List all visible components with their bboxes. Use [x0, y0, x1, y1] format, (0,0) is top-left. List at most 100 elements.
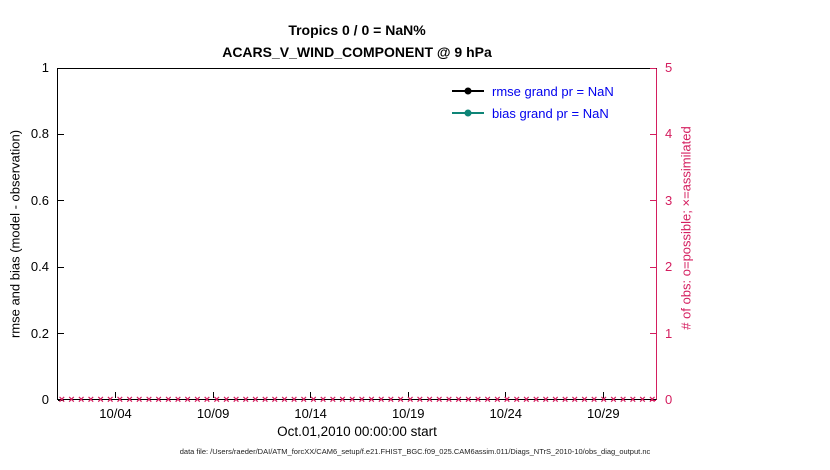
obs-count-marker: ×	[174, 394, 182, 406]
obs-count-marker: ×	[77, 394, 85, 406]
y-tick-right	[650, 266, 656, 268]
obs-count-marker: ×	[513, 394, 520, 406]
obs-count-marker: ×	[310, 394, 317, 406]
chart-title-line1: Tropics 0 / 0 = NaN%	[288, 22, 426, 38]
obs-count-marker: ×	[136, 394, 143, 406]
obs-count-marker: ×	[571, 394, 578, 406]
obs-count-marker: ×	[416, 394, 424, 406]
obs-count-marker: ×	[242, 394, 249, 406]
y-tick-right	[650, 333, 656, 335]
x-tick-label: 10/24	[489, 406, 523, 421]
obs-count-marker: ×	[590, 394, 598, 406]
obs-count-marker: ×	[368, 394, 375, 406]
y-tick-left	[58, 133, 64, 135]
y-tick-right	[650, 67, 656, 69]
obs-count-marker: ×	[397, 394, 404, 406]
obs-count-marker: ×	[648, 394, 656, 406]
rmse-marker-dot	[464, 87, 472, 95]
y-tick-right	[650, 133, 656, 135]
y-tick-right	[650, 399, 656, 401]
x-tick-label: 10/19	[391, 406, 425, 421]
y-tick-label-left: 0.8	[30, 126, 49, 142]
y-tick-left	[58, 333, 64, 335]
y-tick-label-right: 2	[665, 259, 673, 275]
obs-count-marker: ×	[445, 394, 453, 406]
obs-count-marker: ×	[87, 394, 95, 406]
obs-count-marker: ×	[484, 394, 491, 406]
plot-area	[57, 68, 657, 400]
bias-marker-dot	[464, 109, 472, 117]
obs-count-marker: ×	[165, 394, 172, 406]
obs-count-marker: ×	[290, 394, 298, 406]
obs-count-marker: ×	[97, 394, 104, 406]
legend-item-rmse: rmse grand pr = NaN	[452, 80, 614, 102]
legend-label-rmse: rmse grand pr = NaN	[492, 83, 614, 99]
obs-count-marker: ×	[300, 394, 307, 406]
legend-item-bias: bias grand pr = NaN	[452, 102, 614, 124]
x-tick	[310, 392, 312, 398]
x-tick	[212, 392, 214, 398]
y-tick-label-left: 0	[41, 392, 49, 407]
x-axis-label: Oct.01,2010 00:00:00 start	[277, 424, 437, 439]
obs-count-marker: ×	[639, 394, 646, 406]
obs-count-marker: ×	[358, 394, 366, 406]
y-tick-left	[58, 200, 64, 202]
obs-count-marker: ×	[223, 394, 230, 406]
obs-count-marker: ×	[377, 394, 385, 406]
x-tick-label: 10/29	[587, 406, 620, 421]
obs-count-marker: ×	[600, 394, 607, 406]
obs-count-marker: ×	[329, 394, 337, 406]
y-tick-label-right: 1	[665, 325, 673, 341]
obs-count-marker: ×	[155, 394, 162, 406]
obs-count-marker: ×	[58, 394, 66, 406]
obs-count-marker: ×	[436, 394, 443, 406]
x-tick	[115, 392, 117, 398]
legend-label-bias: bias grand pr = NaN	[492, 105, 609, 121]
left-y-axis-label: rmse and bias (model - observation)	[7, 129, 23, 339]
obs-count-marker: ×	[523, 394, 530, 406]
y-tick-label-right: 3	[665, 192, 673, 208]
obs-count-marker: ×	[261, 394, 269, 406]
x-tick	[505, 392, 507, 398]
obs-count-marker: ×	[339, 394, 346, 406]
x-tick-label: 10/04	[99, 406, 132, 421]
legend: rmse grand pr = NaN bias grand pr = NaN	[452, 80, 614, 124]
x-tick	[602, 392, 604, 398]
obs-count-marker: ×	[619, 394, 627, 406]
y-tick-label-left: 0.4	[30, 259, 49, 275]
data-file-footer: data file: /Users/raeder/DAI/ATM_forcXX/…	[179, 447, 651, 456]
y-tick-label-right: 4	[665, 126, 673, 142]
obs-count-marker: ×	[552, 394, 559, 406]
obs-count-marker: ×	[184, 394, 191, 406]
obs-count-marker: ×	[271, 394, 278, 406]
y-tick-right	[650, 200, 656, 202]
obs-count-marker: ×	[465, 394, 472, 406]
obs-count-marker: ×	[629, 394, 637, 406]
obs-count-marker: ×	[116, 394, 124, 406]
obs-count-marker: ×	[232, 394, 240, 406]
x-tick-label: 10/09	[196, 406, 230, 421]
bias-line-sample	[452, 109, 484, 117]
obs-count-marker: ×	[581, 394, 588, 406]
obs-count-marker: ×	[503, 394, 511, 406]
obs-count-marker: ×	[252, 394, 259, 406]
right-y-axis-label: # of obs: o=possible; ×=assimilated	[678, 126, 694, 330]
obs-count-marker: ×	[474, 394, 482, 406]
obs-count-marker: ×	[542, 394, 549, 406]
y-tick-left	[58, 67, 64, 69]
y-tick-label-left: 0.2	[30, 325, 49, 341]
obs-count-marker: ×	[494, 394, 501, 406]
obs-count-marker: ×	[610, 394, 617, 406]
obs-count-marker: ×	[194, 394, 201, 406]
obs-count-marker: ×	[107, 394, 114, 406]
obs-count-marker: ×	[281, 394, 288, 406]
obs-count-marker: ×	[145, 394, 153, 406]
obs-count-marker: ×	[426, 394, 433, 406]
obs-count-marker: ×	[387, 394, 395, 406]
obs-count-marker: ×	[319, 394, 327, 406]
y-tick-label-right: 5	[665, 60, 673, 75]
rmse-line-sample	[452, 87, 484, 95]
obs-count-marker: ×	[348, 394, 356, 406]
obs-count-marker: ×	[561, 394, 569, 406]
